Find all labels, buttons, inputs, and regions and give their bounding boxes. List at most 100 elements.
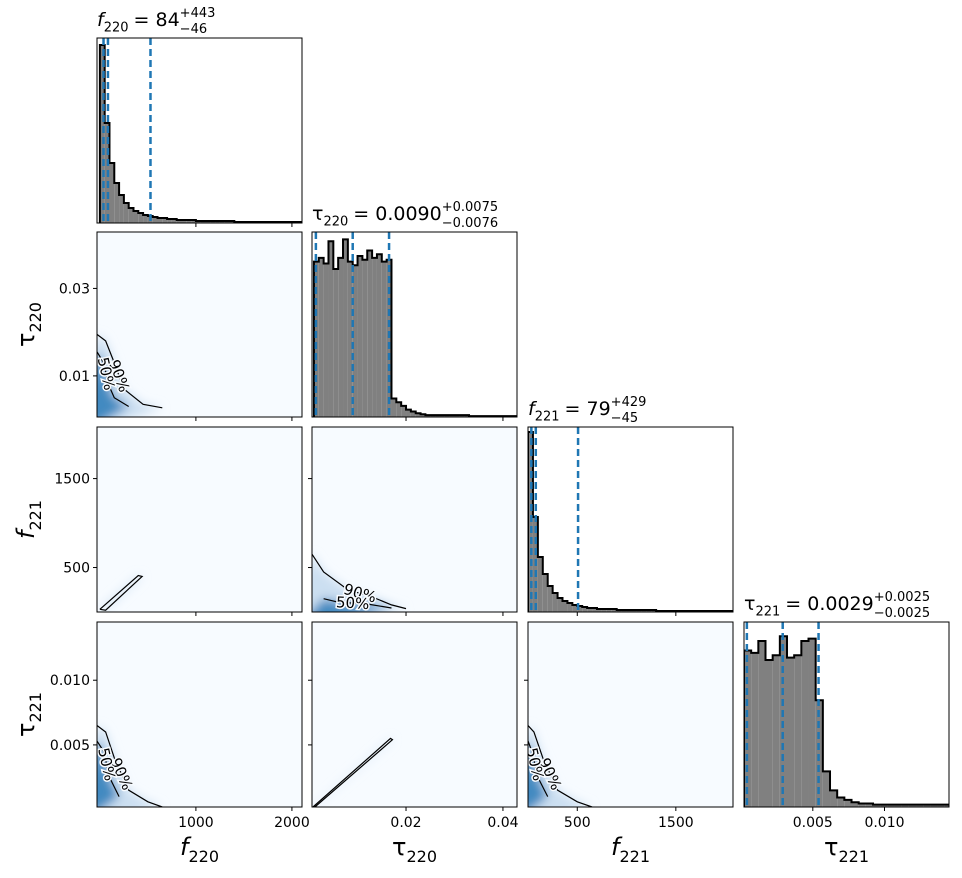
hist-bar [347,261,353,417]
hist-bar [894,804,902,807]
histogram [744,622,949,807]
panel-frame [96,231,303,418]
hist-bar [352,265,358,417]
hist-bar [901,804,909,807]
y-tick-label: 0.03 [59,281,90,297]
density [312,737,394,807]
density [97,574,144,612]
x-axis-label: τ221 [824,833,869,866]
hist-bar [367,250,373,417]
hist-bar [547,586,553,612]
hist-bar [577,606,583,612]
hist-bar [873,804,881,807]
subscript: 221 [619,847,650,866]
hist-bar [772,655,780,807]
hist-bar [133,211,139,223]
density-fill [312,598,392,612]
subscript: 221 [26,692,45,723]
y-axis-label: τ221 [12,692,45,737]
density: 90%50% [312,553,407,613]
panel-frame [96,37,303,224]
hist-outline [98,44,302,223]
hist-bar [592,608,597,612]
density-fill [97,575,143,612]
hist-bar [822,771,831,807]
title-plus: +429 [611,395,647,410]
hist-bar [552,593,558,612]
density-background [97,232,302,417]
contour [312,737,394,807]
symbol: τ [744,593,755,615]
contour [528,725,593,807]
density-background [528,622,733,807]
hist-bar [815,700,823,807]
title-plus: +443 [180,6,216,21]
hist-bar [865,803,874,807]
hist-bar [171,219,177,223]
contour [312,553,407,610]
density-fill [97,741,120,807]
title-minus: −45 [611,411,638,426]
hist-bar [119,195,124,223]
hist-bar [410,411,416,417]
hist-bar [128,208,134,223]
hist-bar [557,598,563,612]
density-background [312,622,517,807]
x-tick-label: 0.010 [864,815,904,831]
y-axis-label: τ220 [12,302,45,347]
hist-bar [152,217,158,223]
hist-bar [376,254,382,417]
panel-frame [96,426,303,613]
contour [99,574,144,611]
x-tick-label: 1000 [178,815,214,831]
title-plus: +0.0025 [874,590,930,605]
panel-title: τ220 = 0.0090+0.0075 [312,200,498,230]
y-tick-label: 0.01 [59,369,90,385]
hist-bar [109,163,115,223]
subscript: 221 [26,500,45,531]
hist-bar [191,220,196,223]
hist-bar [396,402,402,417]
hist-bar [313,261,319,417]
panel-frame [311,231,518,418]
hist-bar [343,239,348,417]
x-tick-label: 0.005 [793,815,833,831]
hist-bar [596,609,602,612]
hist-bar [606,609,612,612]
hist-bar [851,802,859,807]
hist-outline [312,238,517,417]
symbol: f [528,398,538,420]
hist-bar [537,557,543,612]
title-plus: +0.0075 [442,200,498,215]
hist-bar [167,219,172,223]
hist-bar [794,655,802,807]
hist-bar [844,799,852,807]
hist-bar [758,640,766,807]
hist-bar [181,220,187,223]
hist-outline [528,431,733,612]
hist-bar [318,257,324,417]
symbol: f [97,9,107,31]
hist-bar [916,804,924,807]
hist-bar [401,405,407,417]
hist-bar [381,261,387,417]
title-value: = 0.0090 [353,203,441,225]
hist-bar [765,659,773,807]
hist-bar [114,183,120,223]
contour-label: 50% [336,593,370,613]
hist-bar [386,259,392,417]
title-minus: −0.0076 [442,216,498,231]
hist-bar [123,203,129,223]
subscript: 220 [323,215,348,230]
hist-bar [930,804,938,807]
title-value: = 0.0029 [785,593,873,615]
contour [323,598,392,609]
hist-bar [333,269,339,417]
x-axis-label: f220 [180,833,219,866]
hist-bar [176,220,182,223]
hist-bar [420,414,426,417]
x-tick-label: 500 [564,815,591,831]
y-axis-label: f221 [12,500,45,539]
hist-bar [582,607,588,612]
symbol: τ [12,723,40,737]
